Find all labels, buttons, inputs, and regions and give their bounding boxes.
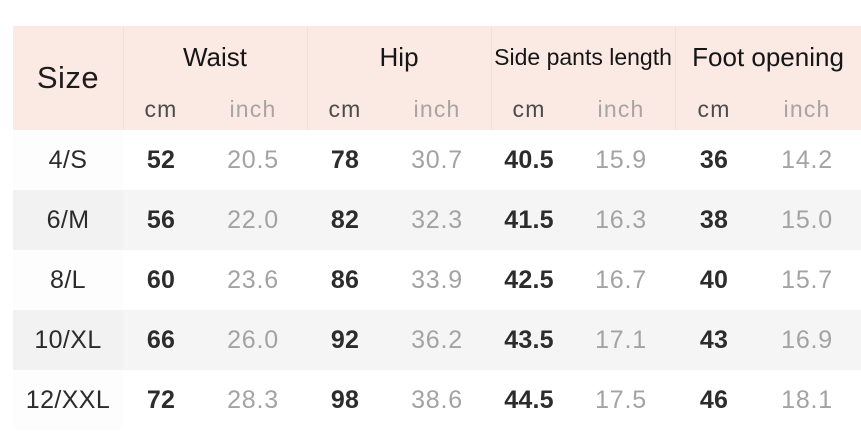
cell-foot-cm: 40 <box>675 250 754 310</box>
header-unit-foot-inch: inch <box>753 88 861 130</box>
header-group-side-pants-length: Side pants length <box>491 26 676 88</box>
header-unit-hip-inch: inch <box>383 88 492 130</box>
cell-side-cm: 40.5 <box>491 130 568 190</box>
cell-hip-cm: 82 <box>307 190 384 250</box>
cell-hip-cm: 92 <box>307 310 384 370</box>
header-group-hip: Hip <box>307 26 492 88</box>
header-unit-foot-cm: cm <box>675 88 754 130</box>
header-unit-side-cm: cm <box>491 88 568 130</box>
cell-hip-cm: 78 <box>307 130 384 190</box>
cell-size: 12/XXL <box>13 370 123 430</box>
cell-hip-cm: 86 <box>307 250 384 310</box>
cell-foot-inch: 15.7 <box>753 250 861 310</box>
cell-waist-cm: 60 <box>123 250 199 310</box>
cell-waist-inch: 26.0 <box>199 310 308 370</box>
cell-foot-inch: 15.0 <box>753 190 861 250</box>
header-group-foot-opening: Foot opening <box>675 26 861 88</box>
cell-hip-inch: 32.3 <box>383 190 492 250</box>
cell-waist-inch: 28.3 <box>199 370 308 430</box>
table-row: 6/M 56 22.0 82 32.3 41.5 16.3 38 15.0 <box>13 190 861 250</box>
cell-foot-inch: 18.1 <box>753 370 861 430</box>
cell-hip-inch: 33.9 <box>383 250 492 310</box>
cell-hip-inch: 38.6 <box>383 370 492 430</box>
cell-side-cm: 43.5 <box>491 310 568 370</box>
cell-side-inch: 15.9 <box>567 130 676 190</box>
cell-waist-cm: 52 <box>123 130 199 190</box>
cell-side-inch: 16.3 <box>567 190 676 250</box>
cell-waist-cm: 72 <box>123 370 199 430</box>
cell-waist-inch: 22.0 <box>199 190 308 250</box>
header-size: Size <box>13 26 123 130</box>
table-header: Size Waist Hip Side pants length Foot op… <box>13 26 861 130</box>
cell-hip-inch: 30.7 <box>383 130 492 190</box>
size-chart-table: Size Waist Hip Side pants length Foot op… <box>13 26 861 430</box>
cell-side-inch: 17.1 <box>567 310 676 370</box>
header-unit-hip-cm: cm <box>307 88 384 130</box>
header-unit-waist-inch: inch <box>199 88 308 130</box>
cell-side-cm: 44.5 <box>491 370 568 430</box>
cell-size: 6/M <box>13 190 123 250</box>
cell-size: 10/XL <box>13 310 123 370</box>
size-chart-table-wrap: Size Waist Hip Side pants length Foot op… <box>13 26 861 430</box>
cell-waist-inch: 23.6 <box>199 250 308 310</box>
table-row: 8/L 60 23.6 86 33.9 42.5 16.7 40 15.7 <box>13 250 861 310</box>
cell-side-cm: 42.5 <box>491 250 568 310</box>
cell-side-cm: 41.5 <box>491 190 568 250</box>
cell-side-inch: 17.5 <box>567 370 676 430</box>
header-unit-waist-cm: cm <box>123 88 199 130</box>
cell-waist-inch: 20.5 <box>199 130 308 190</box>
cell-foot-cm: 43 <box>675 310 754 370</box>
cell-size: 4/S <box>13 130 123 190</box>
cell-size: 8/L <box>13 250 123 310</box>
header-group-row: Size Waist Hip Side pants length Foot op… <box>13 26 861 130</box>
cell-hip-cm: 98 <box>307 370 384 430</box>
cell-waist-cm: 66 <box>123 310 199 370</box>
cell-foot-cm: 38 <box>675 190 754 250</box>
header-group-waist: Waist <box>123 26 308 88</box>
cell-foot-inch: 16.9 <box>753 310 861 370</box>
cell-waist-cm: 56 <box>123 190 199 250</box>
table-body: 4/S 52 20.5 78 30.7 40.5 15.9 36 14.2 6/… <box>13 130 861 430</box>
cell-foot-inch: 14.2 <box>753 130 861 190</box>
table-row: 4/S 52 20.5 78 30.7 40.5 15.9 36 14.2 <box>13 130 861 190</box>
header-unit-row: cm inch cm inch cm inch cm inch <box>13 88 861 130</box>
header-unit-side-inch: inch <box>567 88 676 130</box>
cell-foot-cm: 36 <box>675 130 754 190</box>
cell-foot-cm: 46 <box>675 370 754 430</box>
table-row: 10/XL 66 26.0 92 36.2 43.5 17.1 43 16.9 <box>13 310 861 370</box>
cell-hip-inch: 36.2 <box>383 310 492 370</box>
table-row: 12/XXL 72 28.3 98 38.6 44.5 17.5 46 18.1 <box>13 370 861 430</box>
cell-side-inch: 16.7 <box>567 250 676 310</box>
